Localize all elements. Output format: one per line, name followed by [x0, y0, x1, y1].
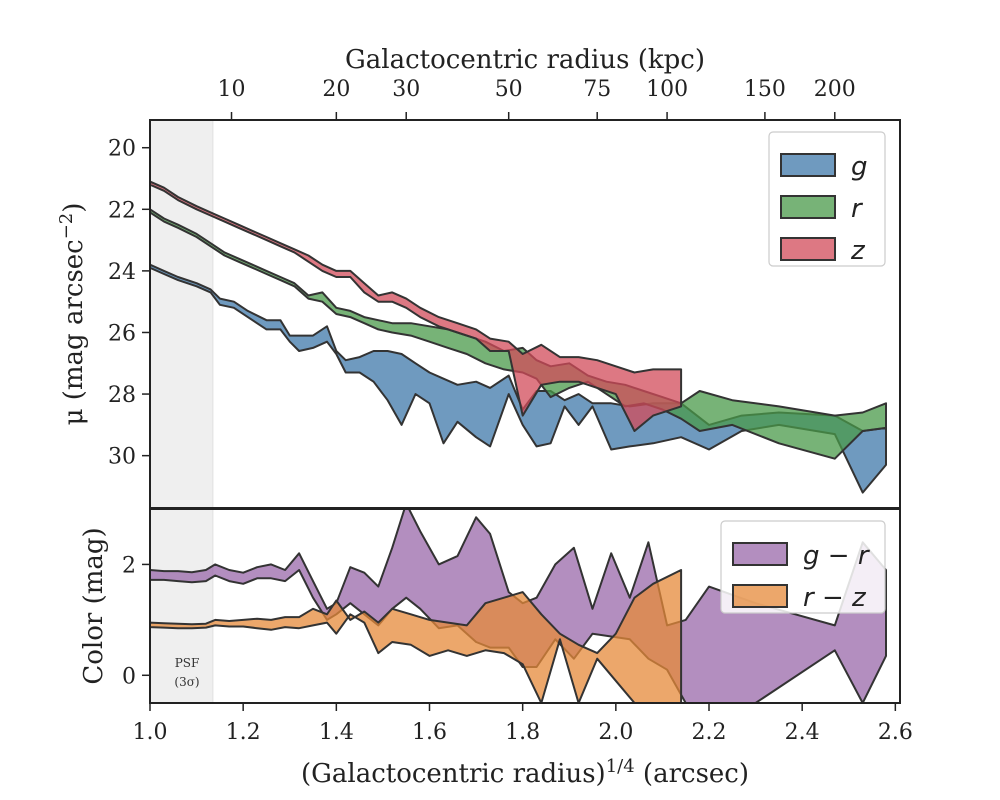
legend-label-z: z: [850, 236, 866, 266]
top-legend: grz: [768, 131, 886, 267]
legend-swatch-z: [780, 237, 836, 261]
x-tick-label: 2.6: [878, 720, 913, 745]
bottom-y-ticks: 02: [122, 553, 150, 689]
top-series-group: [150, 180, 887, 494]
bottom-psf-band: [149, 508, 214, 704]
top-axis-tick-label: 150: [744, 77, 786, 102]
top-y-axis-title: μ (mag arcsec−2): [56, 203, 90, 426]
x-axis-title: (Galactocentric radius)1/4 (arcsec): [301, 756, 749, 790]
legend-swatch-r: [780, 195, 836, 219]
legend-swatch-r-z: [732, 584, 788, 608]
series-g-band: [150, 263, 887, 494]
top-y-tick-label: 22: [108, 198, 136, 223]
bottom-panel-frame: [149, 508, 901, 704]
top-y-tick-label: 24: [108, 260, 136, 285]
x-tick-label: 1.2: [226, 720, 261, 745]
legend-label-r-z: r − z: [803, 583, 867, 613]
top-axis-ticks: 10 20 30 50 75 100 150 200: [218, 77, 856, 120]
top-axis-tick-label: 100: [646, 77, 688, 102]
legend-swatch-g-r: [732, 542, 788, 566]
top-y-tick-label: 30: [108, 445, 136, 470]
series-z-band: [150, 180, 683, 432]
top-y-tick-label: 28: [108, 383, 136, 408]
bottom-y-tick-label: 2: [122, 553, 136, 578]
x-tick-label: 1.8: [505, 720, 540, 745]
top-axis-tick-label: 20: [322, 77, 350, 102]
psf-label-line2: (3σ): [174, 675, 199, 689]
x-tick-label: 2.2: [692, 720, 727, 745]
bottom-psf-band-group: [149, 508, 214, 704]
bottom-y-axis-title: Color (mag): [79, 527, 109, 684]
legend-label-g-r: g − r: [803, 541, 871, 571]
top-axis-tick-label: 200: [814, 77, 856, 102]
series-r-z-band: [150, 569, 683, 703]
legend-swatch-g: [780, 153, 836, 177]
bottom-y-tick-label: 0: [122, 664, 136, 689]
bottom-series-group: [150, 509, 887, 703]
psf-label-line1: PSF: [175, 656, 200, 670]
x-tick-label: 1.6: [412, 720, 447, 745]
bottom-x-ticks: 1.0 1.2 1.4 1.6 1.8 2.0 2.2 2.4 2.6: [133, 703, 913, 745]
top-axis-tick-label: 10: [218, 77, 246, 102]
top-panel: 20 22 24 26 28 30 10 20 30 50 75 100 150 200 Galacto…: [56, 45, 901, 509]
x-tick-label: 1.0: [133, 720, 168, 745]
legend-label-g: g: [851, 152, 868, 182]
top-axis-tick-label: 50: [495, 77, 523, 102]
top-y-tick-label: 26: [108, 321, 136, 346]
bottom-legend: g − r r − z: [720, 520, 886, 614]
top-y-ticks: 20 22 24 26 28 30: [108, 137, 150, 470]
legend-label-r: r: [851, 194, 864, 224]
x-tick-label: 1.4: [319, 720, 354, 745]
top-y-tick-label: 20: [108, 137, 136, 162]
top-axis-title: Galactocentric radius (kpc): [345, 45, 705, 75]
top-axis-tick-label: 75: [583, 77, 611, 102]
bottom-panel: 02 1.0 1.2 1.4 1.6 1.8 2.0 2.2 2.4 2.6 PSF (3σ) …: [79, 508, 913, 790]
series-r-band: [150, 208, 887, 460]
x-tick-label: 2.0: [598, 720, 633, 745]
x-tick-label: 2.4: [785, 720, 820, 745]
top-psf-band-group: [149, 119, 214, 509]
top-psf-band: [149, 119, 214, 509]
top-axis-tick-label: 30: [392, 77, 420, 102]
